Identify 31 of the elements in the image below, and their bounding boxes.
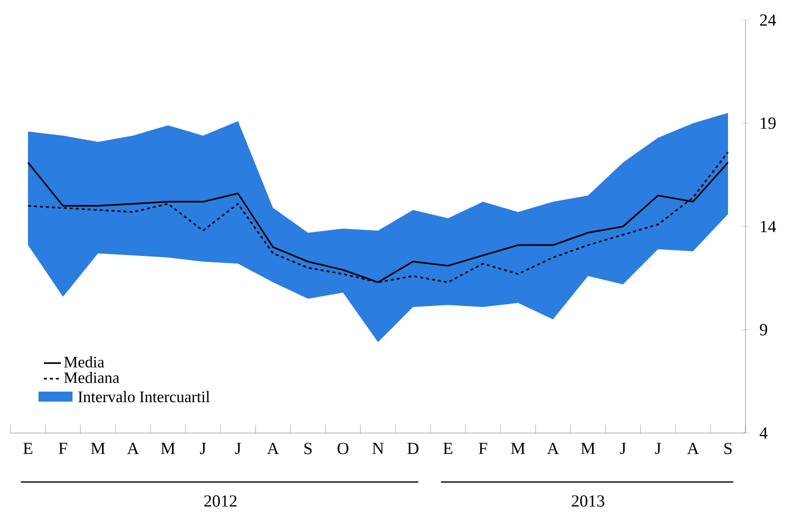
x-tick-label: J	[200, 442, 206, 454]
x-tick-label: F	[58, 442, 68, 454]
text: 2012	[204, 495, 236, 507]
x-tick-label: J	[655, 442, 661, 454]
y-tick-label: 9	[760, 324, 768, 336]
text: 2013	[572, 495, 604, 507]
x-tick-label: M	[510, 442, 526, 454]
x-tick-label: S	[304, 442, 312, 454]
x-tick-label: M	[90, 442, 106, 454]
x-tick-label: A	[267, 442, 279, 454]
x-tick-label: A	[127, 442, 139, 454]
y-tick-label: 24	[760, 14, 776, 26]
y-tick-label: 19	[760, 118, 776, 129]
x-tick-label: O	[338, 442, 348, 454]
y-tick-label: 14	[760, 220, 776, 232]
x-tick-label: E	[443, 442, 452, 454]
x-tick-label: S	[724, 442, 732, 454]
x-tick-label: A	[687, 442, 699, 454]
x-tick-label: E	[23, 442, 32, 454]
x-tick-label: J	[235, 442, 241, 454]
y-tick-label: 4	[760, 427, 768, 439]
x-tick-label: J	[620, 442, 626, 454]
x-tick-label: F	[478, 442, 488, 454]
legend-label: Media	[64, 356, 104, 368]
x-tick-label: N	[372, 442, 384, 454]
legend-label: Mediana	[64, 372, 120, 384]
x-tick-label: A	[547, 442, 559, 454]
annotation: Intervalo Intercuartil	[78, 391, 210, 402]
x-tick-label: M	[160, 442, 176, 454]
x-tick-label: M	[580, 442, 596, 454]
x-tick-label: D	[407, 442, 418, 454]
